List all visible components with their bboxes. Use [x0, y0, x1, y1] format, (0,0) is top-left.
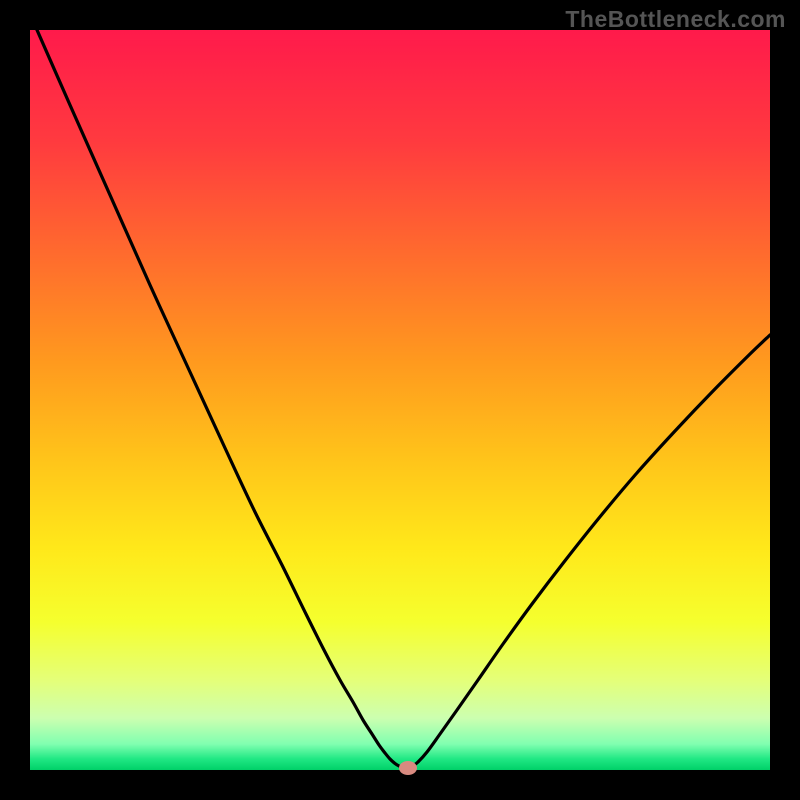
chart-root: { "canvas": { "width": 800, "height": 80… [0, 0, 800, 800]
watermark-text: TheBottleneck.com [565, 6, 786, 33]
gradient-background [30, 30, 770, 770]
